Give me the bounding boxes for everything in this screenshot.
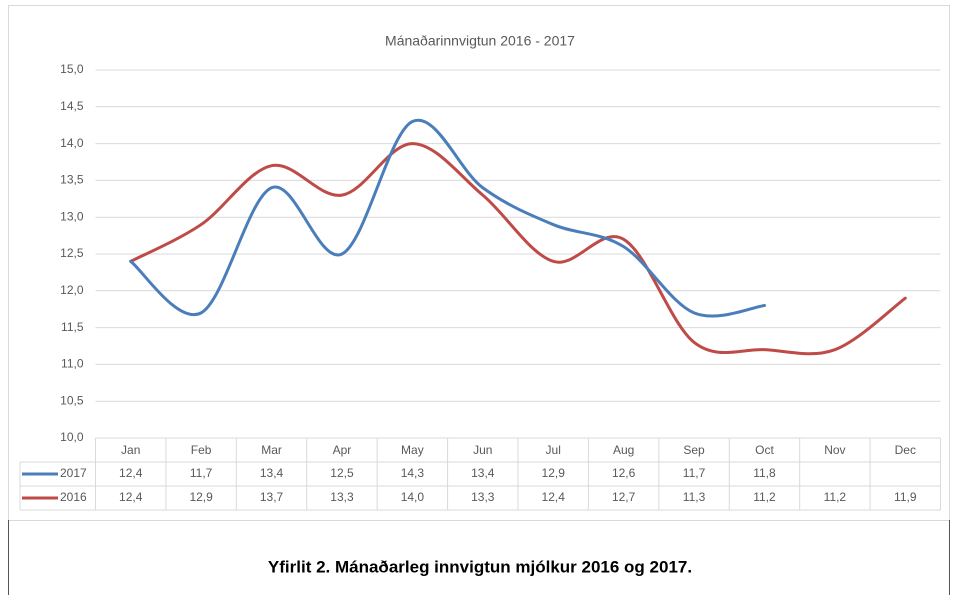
table-cell: 12,7: [612, 490, 636, 504]
x-tick-label: Apr: [333, 443, 352, 457]
table-cell: 11,2: [753, 490, 776, 504]
x-tick-label: Jun: [473, 443, 492, 457]
y-tick-label: 14,0: [60, 136, 84, 150]
x-tick-label: May: [401, 443, 424, 457]
y-tick-label: 13,5: [60, 173, 84, 187]
x-tick-label: Oct: [755, 443, 774, 457]
y-tick-label: 15,0: [60, 62, 84, 76]
table-cell: 12,9: [189, 490, 213, 504]
table-cell: 11,7: [190, 466, 213, 480]
x-tick-label: Aug: [613, 443, 634, 457]
y-tick-label: 12,0: [60, 283, 84, 297]
caption: Yfirlit 2. Mánaðarleg innvigtun mjólkur …: [268, 557, 692, 576]
table-cell: 12,4: [119, 490, 143, 504]
table-cell: 11,8: [753, 466, 776, 480]
y-tick-label: 10,5: [60, 393, 84, 407]
x-tick-label: Jul: [546, 443, 561, 457]
table-cell: 11,7: [683, 466, 706, 480]
x-tick-label: Jan: [121, 443, 140, 457]
table-cell: 12,6: [612, 466, 636, 480]
table-cell: 11,2: [824, 490, 847, 504]
table-cell: 12,4: [542, 490, 566, 504]
table-cell: 12,5: [330, 466, 354, 480]
table-cell: 13,3: [330, 490, 354, 504]
y-tick-label: 10,0: [60, 430, 84, 444]
x-tick-label: Sep: [683, 443, 705, 457]
y-tick-label: 14,5: [60, 99, 84, 113]
table-cell: 13,4: [260, 466, 284, 480]
table-cell: 11,9: [894, 490, 917, 504]
table-cell: 13,4: [471, 466, 495, 480]
x-tick-label: Feb: [191, 443, 212, 457]
table-cell: 13,3: [471, 490, 495, 504]
table-cell: 13,7: [260, 490, 284, 504]
table-cell: 11,3: [683, 490, 706, 504]
y-tick-label: 11,5: [61, 320, 84, 334]
table-cell: 14,0: [401, 490, 425, 504]
y-tick-label: 11,0: [61, 357, 84, 371]
line-series: [129, 142, 907, 356]
line-series: [129, 118, 766, 318]
x-tick-label: Mar: [261, 443, 282, 457]
chart-title: Mánaðarinnvigtun 2016 - 2017: [385, 33, 575, 49]
x-tick-label: Nov: [824, 443, 845, 457]
table-cell: 12,4: [119, 466, 143, 480]
legend-label: 2016: [60, 490, 87, 504]
y-tick-label: 13,0: [60, 209, 84, 223]
x-tick-label: Dec: [895, 443, 916, 457]
chart-frame: [8, 5, 950, 521]
legend-label: 2017: [60, 466, 87, 480]
y-tick-label: 12,5: [60, 246, 84, 260]
table-cell: 12,9: [542, 466, 566, 480]
table-cell: 14,3: [401, 466, 425, 480]
